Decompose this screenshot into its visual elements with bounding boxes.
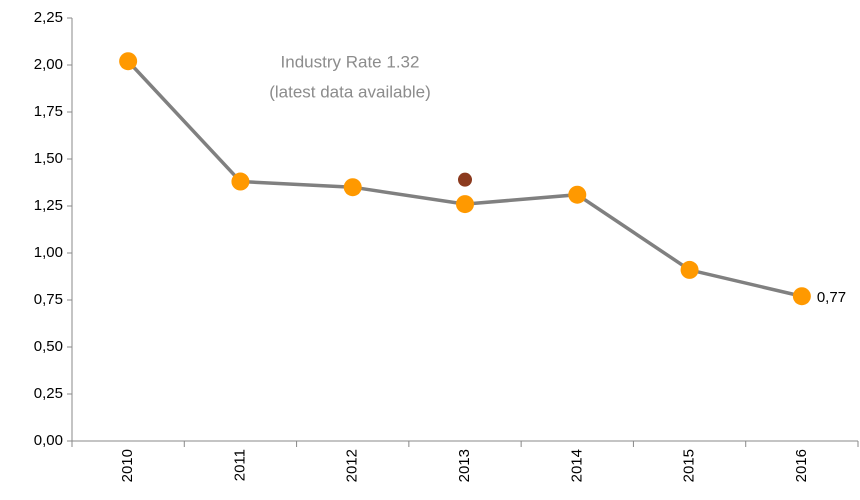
x-tick-label: 2015 [681, 449, 698, 482]
y-tick-label: 1,50 [34, 150, 63, 167]
y-tick-label: 1,75 [34, 103, 63, 120]
x-tick-label: 2011 [231, 449, 248, 481]
marker [343, 178, 362, 197]
y-tick-label: 1,25 [34, 197, 63, 214]
marker [458, 172, 472, 187]
x-tick-label: 2014 [568, 449, 585, 482]
y-tick-label: 0,75 [34, 291, 63, 308]
x-tick-label: 2016 [793, 449, 810, 482]
y-tick-label: 1,00 [34, 244, 63, 261]
marker [456, 195, 474, 214]
marker [568, 185, 587, 204]
data-label: 0,77 [817, 289, 846, 306]
marker [231, 172, 250, 191]
annotation: (latest data available) [269, 82, 431, 101]
y-tick-label: 0,25 [34, 385, 63, 402]
marker [680, 260, 699, 279]
y-tick-label: 0,50 [34, 338, 63, 355]
x-tick-label: 2013 [456, 449, 473, 482]
y-tick-label: 0,00 [34, 432, 63, 449]
marker [119, 52, 138, 71]
y-tick-label: 2,00 [34, 56, 63, 73]
annotation: Industry Rate 1.32 [281, 52, 420, 71]
marker [792, 287, 811, 306]
x-tick-label: 2012 [344, 449, 361, 482]
y-tick-label: 2,25 [34, 9, 63, 26]
x-tick-label: 2010 [119, 449, 136, 482]
